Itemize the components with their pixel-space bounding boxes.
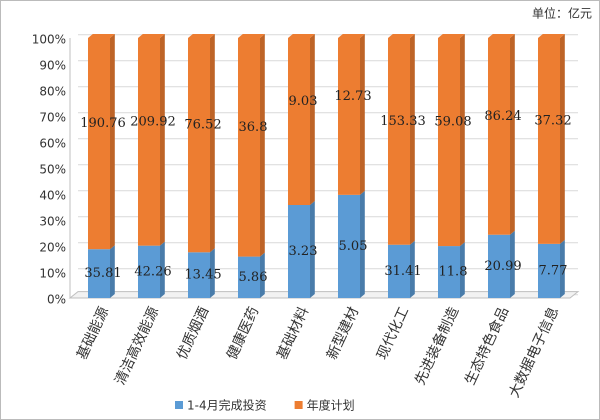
bar-side xyxy=(510,34,515,235)
bar-segment xyxy=(288,204,310,298)
bar-top xyxy=(388,34,415,38)
y-tick-label: 10% xyxy=(39,267,66,281)
bar-segment xyxy=(88,38,110,250)
bar-top xyxy=(88,34,115,38)
data-label: 11.8 xyxy=(439,265,468,280)
bar-segment xyxy=(338,38,360,195)
bar-segment xyxy=(288,38,310,205)
legend-label: 1-4月完成投资 xyxy=(187,398,267,413)
bar-segment xyxy=(238,256,260,298)
bar-segment xyxy=(488,234,510,298)
y-tick-label: 70% xyxy=(39,111,66,125)
y-tick-label: 80% xyxy=(39,85,66,99)
data-label: 5.05 xyxy=(339,239,368,254)
bar-top xyxy=(538,34,565,38)
y-tick-label: 50% xyxy=(39,163,66,177)
bar-segment xyxy=(388,244,410,298)
bar-top xyxy=(438,34,465,38)
data-label: 3.23 xyxy=(289,244,318,259)
bar-side xyxy=(210,34,215,253)
bar-segment xyxy=(438,246,460,298)
bar-side xyxy=(260,252,265,298)
bar-segment xyxy=(138,38,160,246)
bar-side xyxy=(310,200,315,298)
bar-side xyxy=(560,34,565,244)
y-tick-label: 20% xyxy=(39,241,66,255)
y-tick-label: 90% xyxy=(39,59,66,73)
data-label: 12.73 xyxy=(334,89,371,104)
y-tick-label: 30% xyxy=(39,215,66,229)
bar-segment xyxy=(338,194,360,298)
bar-top xyxy=(288,34,315,38)
data-label: 37.32 xyxy=(534,113,571,128)
bar-side xyxy=(310,34,315,205)
bar-side xyxy=(160,34,165,246)
bar-side xyxy=(510,230,515,298)
bar-top xyxy=(488,34,515,38)
bar-side xyxy=(360,190,365,298)
legend-label: 年度计划 xyxy=(307,398,355,413)
bar-side xyxy=(460,242,465,298)
data-label: 209.92 xyxy=(130,114,176,129)
bar-side xyxy=(110,245,115,298)
bar-side xyxy=(160,241,165,298)
data-label: 13.45 xyxy=(184,268,221,283)
bar-segment xyxy=(88,249,110,298)
bar-top xyxy=(338,34,365,38)
data-label: 190.76 xyxy=(80,116,126,131)
data-label: 9.03 xyxy=(289,94,318,109)
bar-top xyxy=(238,34,265,38)
data-label: 59.08 xyxy=(434,115,471,130)
bar-segment xyxy=(488,38,510,235)
bar-side xyxy=(460,34,465,247)
bar-side xyxy=(560,239,565,298)
data-label: 31.41 xyxy=(384,264,421,279)
bar-segment xyxy=(538,243,560,298)
bar-top xyxy=(138,34,165,38)
bar-side xyxy=(110,34,115,250)
y-tick-label: 40% xyxy=(39,189,66,203)
bar-segment xyxy=(188,38,210,253)
legend-swatch xyxy=(175,401,183,409)
data-label: 153.33 xyxy=(380,114,426,129)
y-tick-label: 0% xyxy=(47,293,66,307)
data-label: 76.52 xyxy=(184,118,221,133)
data-label: 5.86 xyxy=(239,270,268,285)
bar-side xyxy=(410,34,415,245)
bar-top xyxy=(188,34,215,38)
data-label: 20.99 xyxy=(484,259,521,274)
bar-segment xyxy=(438,38,460,247)
data-label: 36.8 xyxy=(239,120,268,135)
bar-segment xyxy=(538,38,560,244)
bar-side xyxy=(360,34,365,195)
data-label: 7.77 xyxy=(539,263,568,278)
unit-label: 单位：亿元 xyxy=(532,6,592,21)
legend-swatch xyxy=(294,401,303,409)
bar-segment xyxy=(388,38,410,245)
bar-segment xyxy=(238,38,260,257)
data-label: 35.81 xyxy=(84,266,121,281)
data-label: 42.26 xyxy=(134,264,171,279)
bar-side xyxy=(410,240,415,298)
y-tick-label: 60% xyxy=(39,137,66,151)
bar-segment xyxy=(138,245,160,298)
bar-side xyxy=(210,248,215,298)
bar-segment xyxy=(188,252,210,298)
y-tick-label: 100% xyxy=(32,33,66,47)
data-label: 86.24 xyxy=(484,109,521,124)
bar-side xyxy=(260,34,265,257)
